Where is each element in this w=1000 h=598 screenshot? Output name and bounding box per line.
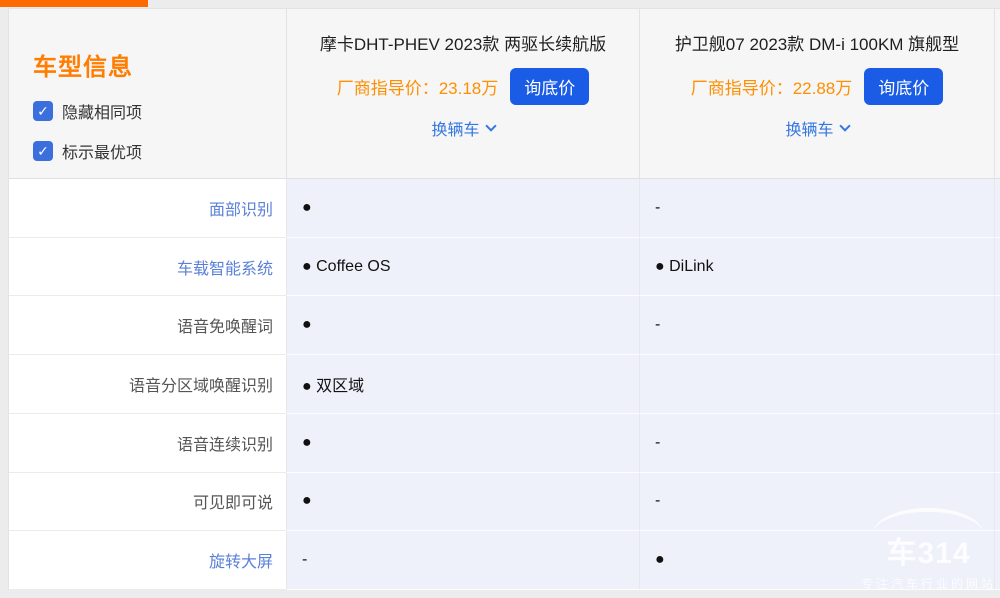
- guide-price: 厂商指导价：23.18万: [337, 74, 499, 99]
- value-cell: ●: [286, 179, 639, 238]
- car-name: 护卫舰07 2023款 DM-i 100KM 旗舰型: [674, 35, 960, 54]
- value-cell: -: [639, 179, 994, 238]
- value-cell: -: [639, 296, 994, 356]
- car-name: 摩卡DHT-PHEV 2023款 两驱长续航版: [319, 35, 607, 54]
- switch-car-link[interactable]: 换辆车: [287, 116, 639, 140]
- checkbox-hide-same-items[interactable]: ✓ 隐藏相同项: [33, 99, 286, 123]
- value-cell: ●: [639, 531, 994, 590]
- chevron-down-icon: [484, 120, 497, 132]
- value-cell-cutoff: [994, 296, 1000, 356]
- car-header-cutoff: [994, 9, 1000, 179]
- checkbox-label: 隐藏相同项: [62, 105, 143, 122]
- value-cell: -: [286, 531, 639, 590]
- guide-price: 厂商指导价：22.88万: [691, 74, 853, 99]
- feature-link[interactable]: 车载智能系统: [176, 260, 273, 278]
- feature-link[interactable]: 旋转大屏: [208, 554, 273, 572]
- row-label-cell: 语音连续识别: [9, 413, 286, 473]
- car-header-2: 护卫舰07 2023款 DM-i 100KM 旗舰型 厂商指导价：22.88万 …: [639, 9, 994, 179]
- checkbox-mark-best-items[interactable]: ✓ 标示最优项: [33, 139, 286, 163]
- value-cell: ●: [286, 472, 639, 532]
- switch-car-label: 换辆车: [785, 122, 834, 139]
- value-cell: [639, 355, 994, 414]
- chevron-down-icon: [838, 120, 851, 132]
- feature-label: 语音分区域唤醒识别: [128, 377, 273, 395]
- feature-label: 语音连续识别: [176, 436, 273, 454]
- price-value: 23.18万: [438, 79, 499, 98]
- feature-link[interactable]: 面部识别: [208, 201, 273, 219]
- row-label-cell: 车载智能系统: [9, 237, 286, 297]
- price-label: 厂商指导价：: [336, 79, 439, 98]
- inquire-price-button[interactable]: 询底价: [510, 68, 590, 105]
- value-cell: ● 双区域: [286, 355, 639, 414]
- page-title: 车型信息: [33, 54, 133, 81]
- value-cell-cutoff: [994, 355, 1000, 414]
- row-label-cell: 语音分区域唤醒识别: [9, 355, 286, 414]
- value-cell: -: [639, 413, 994, 473]
- feature-label: 语音免唤醒词: [176, 319, 273, 337]
- check-icon: ✓: [37, 103, 49, 119]
- switch-car-link[interactable]: 换辆车: [640, 116, 994, 140]
- car-header-1: 摩卡DHT-PHEV 2023款 两驱长续航版 厂商指导价：23.18万 询底价…: [286, 9, 639, 179]
- value-cell-cutoff: [994, 179, 1000, 238]
- value-cell: ●: [286, 296, 639, 356]
- switch-car-label: 换辆车: [431, 122, 480, 139]
- checkbox-checked-icon[interactable]: ✓: [33, 141, 53, 161]
- value-cell-cutoff: [994, 413, 1000, 473]
- row-label-cell: 可见即可说: [9, 472, 286, 532]
- row-label-cell: 语音免唤醒词: [9, 296, 286, 356]
- check-icon: ✓: [37, 143, 49, 159]
- value-cell: -: [639, 472, 994, 532]
- row-label-cell: 旋转大屏: [9, 531, 286, 590]
- active-tab-indicator: [0, 0, 148, 7]
- row-label-cell: 面部识别: [9, 179, 286, 238]
- value-cell: ●: [286, 413, 639, 473]
- checkbox-label: 标示最优项: [62, 145, 143, 162]
- price-value: 22.88万: [792, 79, 853, 98]
- price-label: 厂商指导价：: [690, 79, 793, 98]
- value-cell-cutoff: [994, 237, 1000, 297]
- table-info-header: 车型信息 ✓ 隐藏相同项 ✓ 标示最优项: [9, 9, 286, 179]
- value-cell: ● DiLink: [639, 237, 994, 297]
- feature-label: 可见即可说: [192, 495, 273, 513]
- comparison-table: 车型信息 ✓ 隐藏相同项 ✓ 标示最优项 摩卡DHT-PHEV 2023款 两驱…: [8, 8, 1000, 590]
- value-cell-cutoff: [994, 531, 1000, 590]
- checkbox-checked-icon[interactable]: ✓: [33, 101, 53, 121]
- value-cell: ● Coffee OS: [286, 237, 639, 297]
- inquire-price-button[interactable]: 询底价: [864, 68, 944, 105]
- value-cell-cutoff: [994, 472, 1000, 532]
